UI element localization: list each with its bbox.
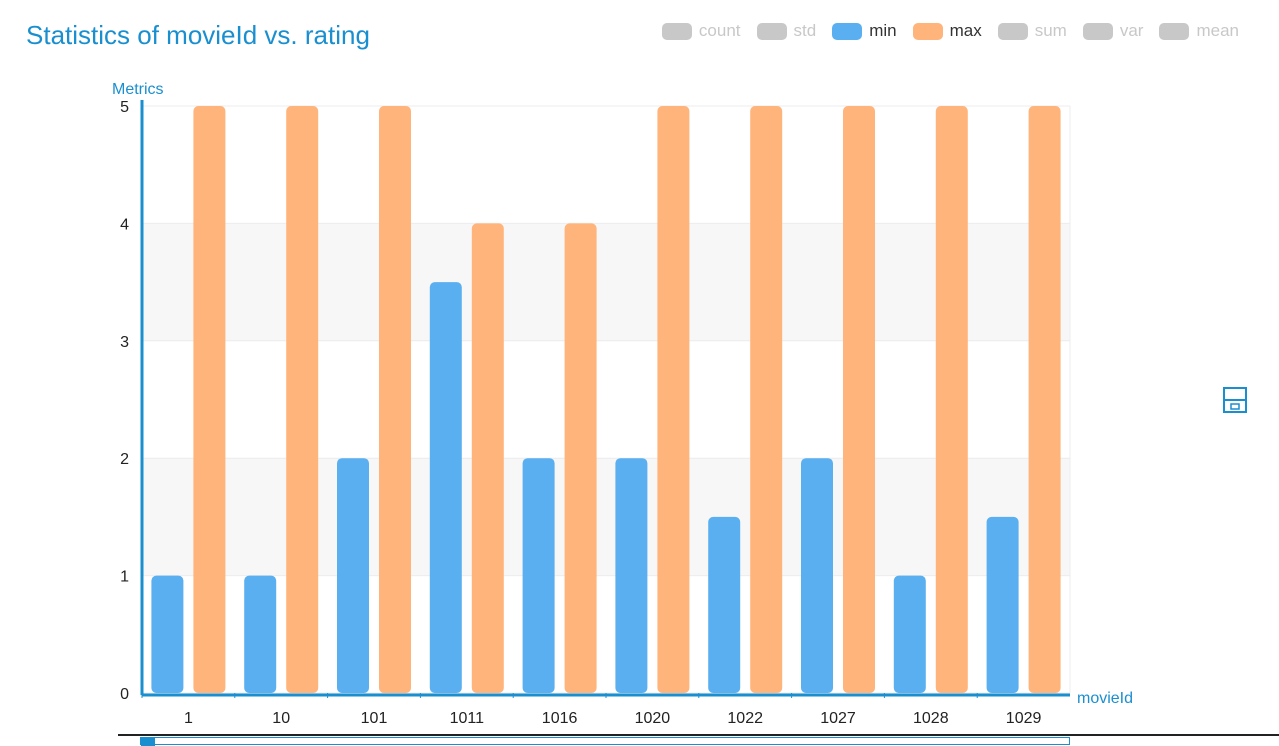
x-tick-label: 1016 bbox=[542, 710, 578, 727]
legend-item-std[interactable]: std bbox=[756, 21, 817, 41]
bar-max bbox=[193, 106, 226, 693]
bar-min bbox=[801, 458, 833, 693]
legend-swatch bbox=[1082, 22, 1113, 40]
bar-min bbox=[893, 575, 926, 693]
legend-item-count[interactable]: count bbox=[661, 21, 741, 41]
bar-min bbox=[429, 282, 462, 693]
bar-min bbox=[986, 516, 1019, 693]
legend-item-sum[interactable]: sum bbox=[997, 21, 1067, 41]
grid-band bbox=[142, 458, 1070, 576]
legend-item-var[interactable]: var bbox=[1082, 21, 1144, 41]
bar-min bbox=[708, 516, 741, 693]
grid-band bbox=[142, 223, 1070, 341]
legend-item-min[interactable]: min bbox=[832, 21, 897, 41]
legend-item-max[interactable]: max bbox=[912, 21, 982, 41]
y-tick-label: 2 bbox=[120, 451, 129, 468]
bar-max bbox=[1028, 106, 1061, 693]
bar-max bbox=[657, 106, 690, 693]
legend-swatch bbox=[997, 22, 1028, 40]
y-tick-label: 3 bbox=[120, 334, 129, 351]
x-axis-label: movieId bbox=[1077, 690, 1133, 707]
x-tick-label: 101 bbox=[361, 710, 388, 727]
legend-item-mean[interactable]: mean bbox=[1159, 21, 1239, 41]
bar-min bbox=[615, 458, 648, 693]
bar-max bbox=[843, 106, 875, 693]
legend-label: max bbox=[949, 21, 982, 40]
legend-label: mean bbox=[1196, 21, 1239, 40]
legend-swatch bbox=[912, 22, 943, 40]
x-tick-label: 1022 bbox=[727, 710, 763, 727]
y-tick-label: 1 bbox=[120, 569, 129, 586]
bar-max bbox=[379, 106, 411, 693]
y-axis-label: Metrics bbox=[112, 81, 164, 98]
bar-max bbox=[564, 223, 597, 693]
zoom-slider[interactable] bbox=[140, 737, 1070, 746]
legend: count std min max sum var mean bbox=[646, 21, 1239, 41]
save-icon bbox=[1223, 387, 1247, 413]
bar-max bbox=[471, 223, 504, 693]
x-tick-label: 1027 bbox=[820, 710, 856, 727]
bar-max bbox=[935, 106, 968, 693]
legend-label: min bbox=[869, 21, 897, 40]
bar-min bbox=[522, 458, 555, 693]
legend-label: var bbox=[1119, 21, 1144, 40]
chart-title: Statistics of movieId vs. rating bbox=[26, 20, 370, 50]
divider bbox=[118, 734, 1279, 736]
bar-min bbox=[151, 575, 184, 693]
bar-min bbox=[244, 575, 277, 693]
bar-min bbox=[337, 458, 369, 693]
bar-max bbox=[286, 106, 319, 693]
y-tick-label: 0 bbox=[120, 686, 129, 703]
y-tick-label: 5 bbox=[120, 99, 129, 116]
x-tick-label: 1011 bbox=[450, 710, 485, 727]
bar-max bbox=[750, 106, 783, 693]
legend-swatch bbox=[832, 22, 863, 40]
legend-swatch bbox=[756, 22, 787, 40]
x-tick-label: 1029 bbox=[1006, 710, 1042, 727]
save-button[interactable] bbox=[1222, 386, 1248, 414]
legend-swatch bbox=[661, 22, 692, 40]
legend-label: std bbox=[793, 21, 817, 40]
legend-label: count bbox=[698, 21, 741, 40]
slider-handle[interactable] bbox=[141, 738, 155, 746]
x-tick-label: 1028 bbox=[913, 710, 949, 727]
legend-swatch bbox=[1159, 22, 1190, 40]
x-tick-label: 1 bbox=[184, 710, 193, 727]
x-tick-label: 1020 bbox=[635, 710, 671, 727]
y-tick-label: 4 bbox=[120, 216, 129, 233]
legend-label: sum bbox=[1034, 21, 1067, 40]
x-tick-label: 10 bbox=[272, 710, 290, 727]
